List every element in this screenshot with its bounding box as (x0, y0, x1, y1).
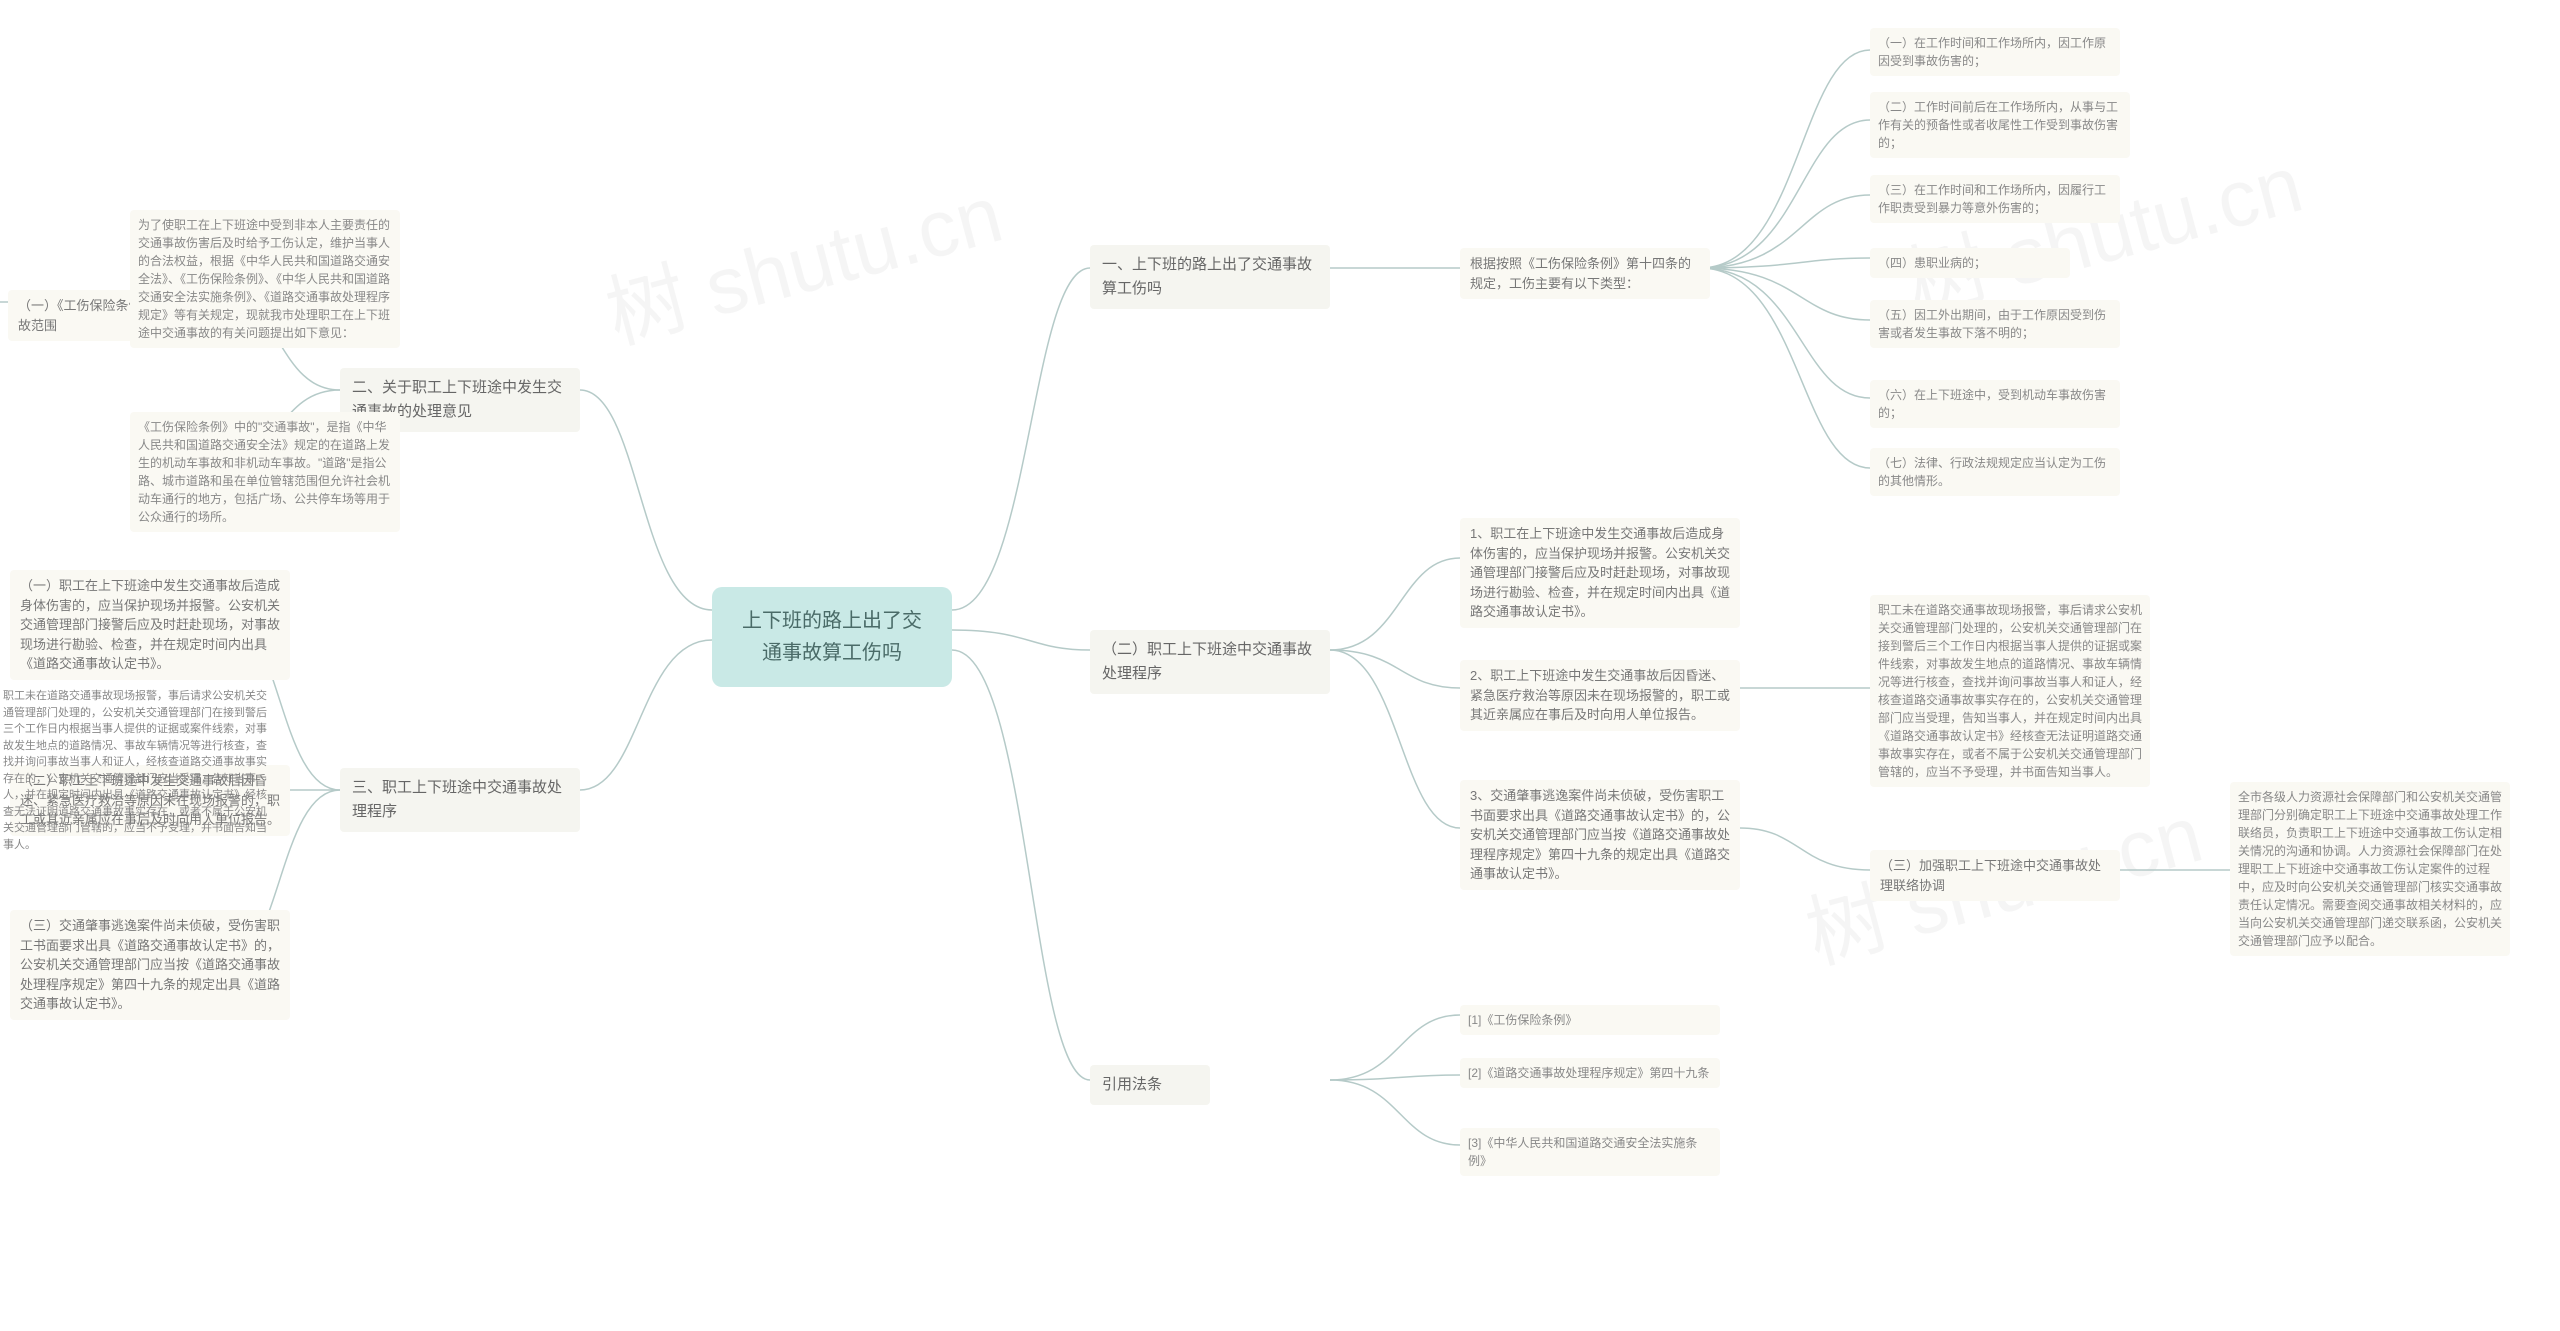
branch-r3[interactable]: 引用法条 (1090, 1065, 1210, 1105)
sub-l2-0: （一）职工在上下班途中发生交通事故后造成身体伤害的，应当保护现场并报警。公安机关… (10, 570, 290, 680)
leaf-l1-text2: 《工伤保险条例》中的"交通事故"，是指《中华人民共和国道路交通安全法》规定的在道… (130, 412, 400, 532)
sub-r2-2: 3、交通肇事逃逸案件尚未侦破，受伤害职工书面要求出具《道路交通事故认定书》的，公… (1460, 780, 1740, 890)
leaf-r1-4: （五）因工外出期间，由于工作原因受到伤害或者发生事故下落不明的； (1870, 300, 2120, 348)
leaf-r1-1: （二）工作时间前后在工作场所内，从事与工作有关的预备性或者收尾性工作受到事故伤害… (1870, 92, 2130, 158)
branch-r2[interactable]: （二）职工上下班途中交通事故处理程序 (1090, 630, 1330, 694)
leaf-r1-5: （六）在上下班途中，受到机动车事故伤害的； (1870, 380, 2120, 428)
leaf-l2-detail: 职工未在道路交通事故现场报警，事后请求公安机关交通管理部门处理的，公安机关交通管… (0, 682, 275, 859)
sub-r2-0: 1、职工在上下班途中发生交通事故后造成身体伤害的，应当保护现场并报警。公安机关交… (1460, 518, 1740, 628)
leaf-r3-0: [1]《工伤保险条例》 (1460, 1005, 1720, 1035)
leaf-r2-detail3: 全市各级人力资源社会保障部门和公安机关交通管理部门分别确定职工上下班途中交通事故… (2230, 782, 2510, 956)
sub-r1: 根据按照《工伤保险条例》第十四条的规定，工伤主要有以下类型： (1460, 248, 1710, 299)
leaf-r2-detail2: 职工未在道路交通事故现场报警，事后请求公安机关交通管理部门处理的，公安机关交通管… (1870, 595, 2150, 787)
leaf-r1-6: （七）法律、行政法规规定应当认定为工伤的其他情形。 (1870, 448, 2120, 496)
branch-r1[interactable]: 一、上下班的路上出了交通事故算工伤吗 (1090, 245, 1330, 309)
leaf-r1-0: （一）在工作时间和工作场所内，因工作原因受到事故伤害的； (1870, 28, 2120, 76)
leaf-r3-1: [2]《道路交通事故处理程序规定》第四十九条 (1460, 1058, 1720, 1088)
branch-l2[interactable]: 三、职工上下班途中交通事故处理程序 (340, 768, 580, 832)
watermark: 树 shutu.cn (592, 150, 1013, 367)
sub-r2-detail3-label: （三）加强职工上下班途中交通事故处理联络协调 (1870, 850, 2120, 901)
sub-r2-1: 2、职工上下班途中发生交通事故后因昏迷、紧急医疗救治等原因未在现场报警的，职工或… (1460, 660, 1740, 731)
root-node[interactable]: 上下班的路上出了交通事故算工伤吗 (712, 587, 952, 687)
leaf-l1-text1: 为了使职工在上下班途中受到非本人主要责任的交通事故伤害后及时给予工伤认定，维护当… (130, 210, 400, 348)
leaf-r1-3: （四）患职业病的； (1870, 248, 2070, 278)
sub-l2-2: （三）交通肇事逃逸案件尚未侦破，受伤害职工书面要求出具《道路交通事故认定书》的，… (10, 910, 290, 1020)
leaf-r3-2: [3]《中华人民共和国道路交通安全法实施条例》 (1460, 1128, 1720, 1176)
leaf-r1-2: （三）在工作时间和工作场所内，因履行工作职责受到暴力等意外伤害的； (1870, 175, 2120, 223)
